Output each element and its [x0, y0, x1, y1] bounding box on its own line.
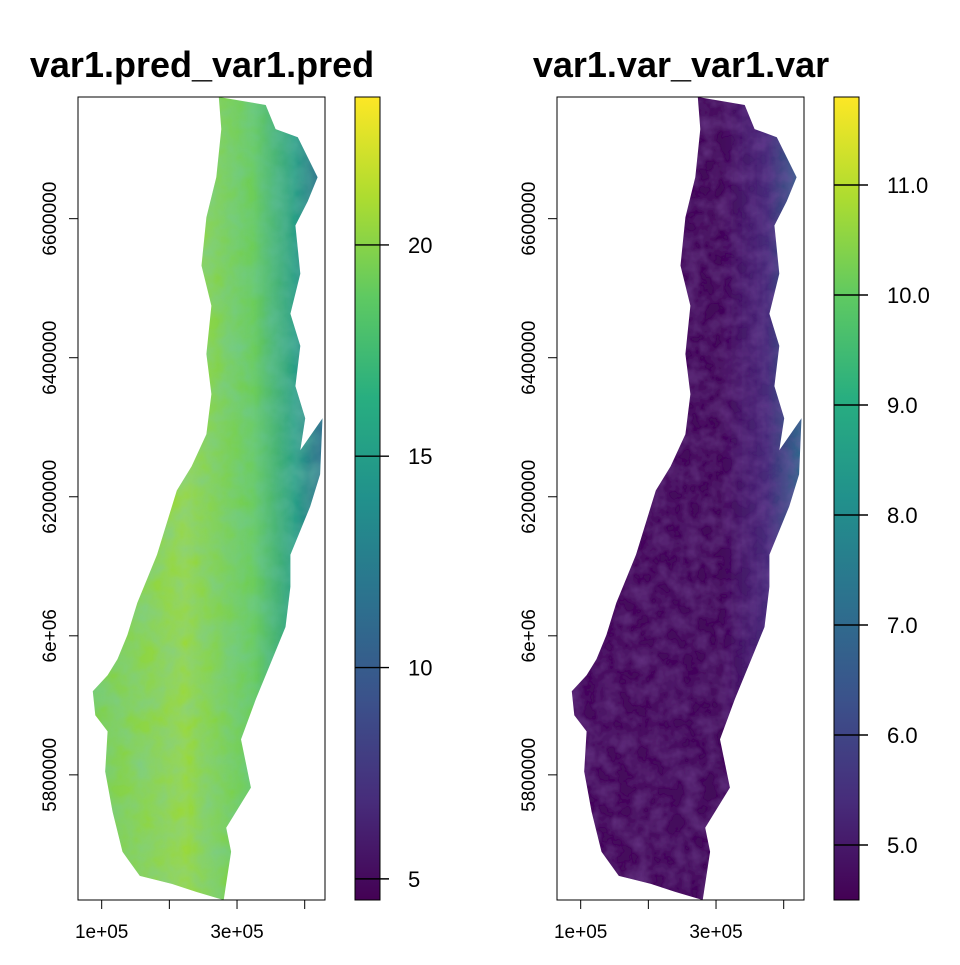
- y-tick-label: 6200000: [519, 460, 540, 534]
- y-tick-label: 6600000: [40, 182, 61, 256]
- y-tick-label: 6400000: [519, 321, 540, 395]
- colorbar-tick-label: 15: [408, 444, 432, 469]
- colorbar-tick-label: 6.0: [887, 723, 918, 748]
- x-axis: 1e+05 3e+05: [75, 900, 306, 943]
- colorbar-ramp: [354, 96, 381, 901]
- predicted-surface: [92, 97, 323, 900]
- y-axis: 5800000 6e+06 6200000 6400000 6600000: [40, 182, 78, 812]
- panel-title: var1.var_var1.var: [533, 44, 829, 85]
- x-tick-label: 3e+05: [210, 922, 263, 943]
- x-tick-label: 1e+05: [554, 922, 607, 943]
- y-tick-label: 6e+06: [40, 609, 61, 662]
- colorbar-tick-label: 11.0: [887, 173, 928, 198]
- colorbar: 5 10 15 20: [354, 96, 432, 901]
- x-axis: 1e+05 3e+05: [554, 900, 785, 943]
- colorbar-tick-label: 10: [408, 656, 432, 681]
- colorbar-tick-label: 10.0: [887, 283, 930, 308]
- map-raster: [571, 97, 802, 900]
- variance-panel: var1.var_var1.var 1e+05 3e+05 5800000 6e+0…: [519, 44, 930, 943]
- y-tick-label: 6600000: [519, 182, 540, 256]
- colorbar-tick-label: 5.0: [887, 833, 918, 858]
- y-tick-label: 6200000: [40, 460, 61, 534]
- y-tick-label: 6e+06: [519, 609, 540, 662]
- colorbar-tick-label: 9.0: [887, 393, 918, 418]
- map-raster: [92, 97, 323, 900]
- y-tick-label: 5800000: [519, 738, 540, 812]
- variance-surface: [571, 97, 802, 900]
- colorbar-tick-label: 8.0: [887, 503, 918, 528]
- colorbar: 5.0 6.0 7.0 8.0 9.0 10.0 11.0: [833, 96, 930, 901]
- colorbar-ticks: 5.0 6.0 7.0 8.0 9.0 10.0 11.0: [834, 173, 930, 858]
- colorbar-ticks: 5 10 15 20: [355, 233, 432, 892]
- colorbar-ramp: [833, 96, 860, 901]
- x-tick-label: 1e+05: [75, 922, 128, 943]
- colorbar-tick-label: 20: [408, 233, 432, 258]
- x-tick-label: 3e+05: [689, 922, 742, 943]
- colorbar-tick-label: 5: [408, 867, 420, 892]
- plot-frame: [556, 96, 805, 901]
- colorbar-tick-label: 7.0: [887, 613, 918, 638]
- y-axis: 5800000 6e+06 6200000 6400000 6600000: [519, 182, 557, 812]
- y-tick-label: 5800000: [40, 738, 61, 812]
- panel-title: var1.pred_var1.pred: [30, 44, 374, 85]
- y-tick-label: 6400000: [40, 321, 61, 395]
- plot-frame: [77, 96, 326, 901]
- prediction-panel: var1.pred_var1.pred 1e+05 3e+05 5800000 6e…: [30, 44, 433, 943]
